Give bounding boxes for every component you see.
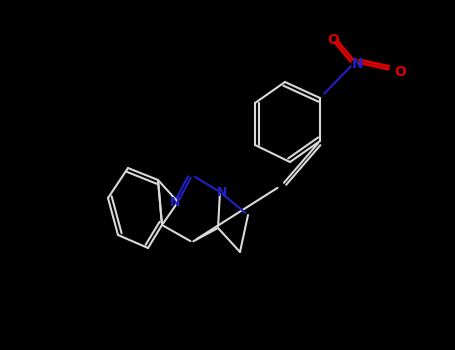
Text: O: O [327, 33, 339, 47]
Text: N: N [170, 196, 180, 210]
Text: O: O [394, 65, 406, 79]
Text: N: N [217, 187, 227, 199]
Text: N: N [352, 57, 364, 71]
